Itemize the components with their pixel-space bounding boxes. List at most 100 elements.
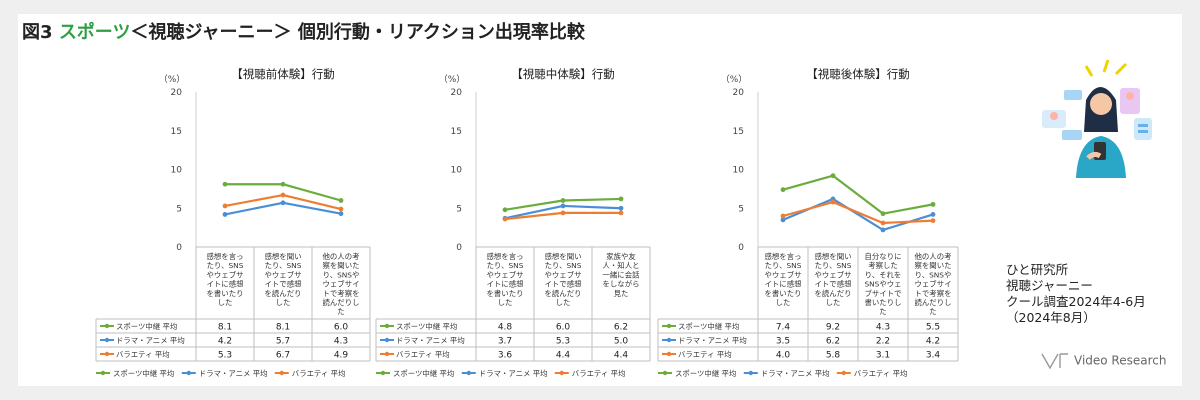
category-label: やウェブサ xyxy=(765,270,802,279)
row-series-label: ドラマ・アニメ 平均 xyxy=(396,336,465,345)
y-tick-label: 0 xyxy=(738,243,744,253)
category-label: 見た xyxy=(614,289,629,298)
chart-legend: スポーツ中継 平均 ドラマ・アニメ 平均 バラエティ 平均 xyxy=(376,369,625,378)
category-label: 読んだりし xyxy=(323,298,360,307)
table-value-cell: 3.1 xyxy=(876,351,890,361)
table-value-cell: 8.1 xyxy=(276,323,290,333)
row-series-label: バラエティ 平均 xyxy=(678,350,732,359)
category-label: 書いたりし xyxy=(865,298,902,307)
y-tick-label: 10 xyxy=(171,166,183,176)
source-line: 視聴ジャーニー xyxy=(1006,278,1093,293)
y-tick-label: 0 xyxy=(176,243,182,253)
category-label: した xyxy=(556,298,571,307)
chart-title: 【視聴後体験】行動 xyxy=(806,67,910,81)
category-label: た xyxy=(879,307,886,316)
category-label: 感想を聞い xyxy=(815,252,852,261)
logo-text: Video Research xyxy=(1074,353,1167,368)
figure-title: 図3 スポーツ＜視聴ジャーニー＞ 個別行動・リアクション出現率比較 xyxy=(22,18,585,44)
row-legend-marker xyxy=(384,351,390,357)
row-legend-marker xyxy=(384,337,390,343)
table-value-cell: 9.2 xyxy=(826,323,840,333)
source-note: ひと研究所 視聴ジャーニー クール調査2024年4-6月 （2024年8月） xyxy=(1006,262,1146,326)
table-value-cell: 5.8 xyxy=(826,351,841,361)
category-label: 察を聞いた xyxy=(915,261,952,270)
y-tick-label: 15 xyxy=(451,127,462,137)
chart-legend: スポーツ中継 平均 ドラマ・アニメ 平均 バラエティ 平均 xyxy=(658,369,907,378)
legend-marker xyxy=(559,370,564,376)
chart-after-viewing: 【視聴後体験】行動（%）05101520感想を言ったり、SNSやウェブサイトに感… xyxy=(657,67,959,378)
y-tick-label: 15 xyxy=(171,127,182,137)
data-point xyxy=(930,212,936,217)
table-value-cell: 3.5 xyxy=(776,337,790,347)
y-axis-unit-label: （%） xyxy=(439,74,466,85)
category-label: 自分なりに xyxy=(865,252,902,261)
data-point xyxy=(338,206,344,212)
category-label: を読んだり xyxy=(815,289,852,298)
row-series-label: スポーツ中継 平均 xyxy=(116,322,177,331)
legend-marker xyxy=(100,370,106,376)
video-research-logo: Video Research xyxy=(1040,352,1166,370)
category-label: した xyxy=(826,298,841,307)
legend-marker xyxy=(186,370,191,376)
table-value-cell: 4.0 xyxy=(776,351,791,361)
category-label: 感想を言っ xyxy=(765,252,802,261)
data-point xyxy=(618,210,624,216)
table-value-cell: 6.0 xyxy=(556,323,571,333)
table-value-cell: 7.4 xyxy=(776,323,791,333)
data-point xyxy=(222,203,228,209)
data-point xyxy=(280,181,286,187)
legend-label: バラエティ 平均 xyxy=(854,369,908,378)
category-label: 他の人の考 xyxy=(323,252,360,261)
category-label: たり、SNS xyxy=(765,261,802,270)
row-legend-marker xyxy=(666,337,672,343)
data-point xyxy=(502,207,508,213)
data-point xyxy=(280,200,286,206)
data-point xyxy=(830,199,836,205)
category-label: 感想を聞い xyxy=(265,252,302,261)
table-value-cell: 6.2 xyxy=(614,323,628,333)
legend-marker xyxy=(841,370,846,376)
y-axis-unit-label: （%） xyxy=(721,74,748,85)
y-tick-label: 20 xyxy=(451,88,463,98)
table-value-cell: 5.5 xyxy=(926,323,940,333)
chart-during-viewing: 【視聴中体験】行動（%）05101520感想を言ったり、SNSやウェブサイトに感… xyxy=(375,67,651,378)
category-label: を書いたり xyxy=(765,289,802,298)
row-series-label: ドラマ・アニメ 平均 xyxy=(678,336,747,345)
y-tick-label: 10 xyxy=(733,166,745,176)
row-legend-marker xyxy=(666,323,672,329)
table-value-cell: 3.4 xyxy=(926,351,941,361)
series-line xyxy=(782,200,934,225)
legend-label: ドラマ・アニメ 平均 xyxy=(761,369,830,378)
y-tick-label: 0 xyxy=(456,243,462,253)
legend-marker xyxy=(662,370,668,376)
title-rest: ＜視聴ジャーニー＞ 個別行動・リアクション出現率比較 xyxy=(130,22,585,43)
table-value-cell: 4.9 xyxy=(334,351,349,361)
category-label: 他の人の考 xyxy=(915,252,952,261)
legend-marker xyxy=(466,370,471,376)
category-label: イトで感想 xyxy=(265,280,303,289)
row-series-label: バラエティ 平均 xyxy=(396,350,450,359)
data-point xyxy=(560,198,566,203)
series-line xyxy=(782,174,934,215)
category-label: 読んだりし xyxy=(915,298,952,307)
category-label: ブサイトで xyxy=(865,289,902,298)
table-value-cell: 4.4 xyxy=(614,351,629,361)
category-label: 感想を聞い xyxy=(545,252,582,261)
table-value-cell: 6.7 xyxy=(276,351,290,361)
table-value-cell: 4.4 xyxy=(556,351,571,361)
data-point xyxy=(880,227,886,233)
chart-title: 【視聴前体験】行動 xyxy=(231,67,335,81)
y-tick-label: 5 xyxy=(456,204,462,214)
table-value-cell: 5.3 xyxy=(556,337,570,347)
data-point xyxy=(618,196,624,202)
table-value-cell: 4.3 xyxy=(876,323,890,333)
y-axis-unit-label: （%） xyxy=(159,74,186,85)
category-label: イトで感想 xyxy=(545,280,583,289)
legend-marker xyxy=(380,370,386,376)
category-label: やウェブサ xyxy=(207,270,244,279)
category-label: たり、SNS xyxy=(207,261,244,270)
data-point xyxy=(560,210,566,216)
table-value-cell: 5.7 xyxy=(276,337,290,347)
row-legend-marker xyxy=(104,337,110,343)
y-tick-label: 10 xyxy=(451,166,463,176)
